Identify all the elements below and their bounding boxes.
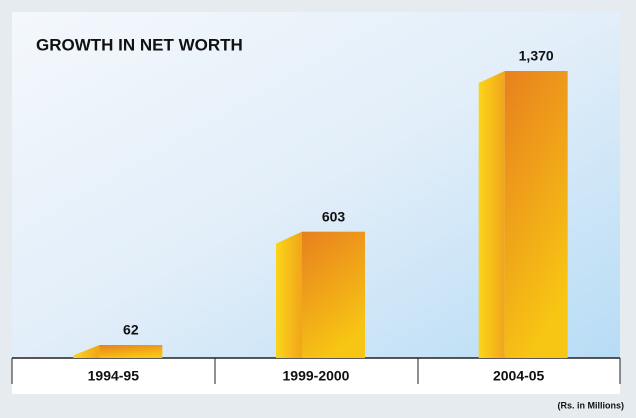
bar-side xyxy=(276,231,302,358)
bar xyxy=(504,71,568,358)
value-label: 62 xyxy=(123,322,139,338)
bar-side xyxy=(478,71,505,358)
chart-title: GROWTH IN NET WORTH xyxy=(36,35,243,54)
x-tick-label: 2004-05 xyxy=(493,368,545,384)
value-label: 603 xyxy=(322,208,346,224)
category-strip xyxy=(12,358,620,394)
bar xyxy=(302,231,365,358)
x-tick-label: 1994-95 xyxy=(88,368,140,384)
bar-side xyxy=(73,345,100,358)
x-tick-label: 1999-2000 xyxy=(283,368,350,384)
unit-note: (Rs. in Millions) xyxy=(558,400,625,410)
bar xyxy=(99,345,163,358)
value-label: 1,370 xyxy=(519,48,554,64)
